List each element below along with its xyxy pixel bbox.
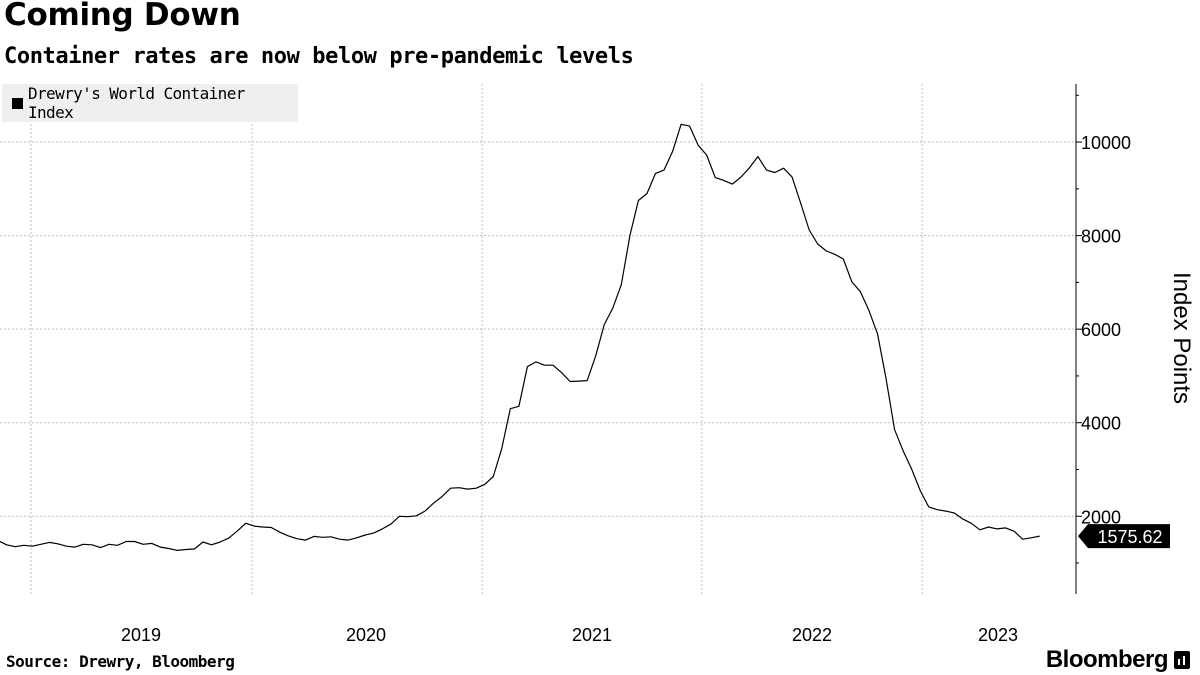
y-tick-label: 10000: [1081, 133, 1131, 153]
chart-title: Coming Down: [4, 0, 241, 33]
y-axis-title: Index Points: [1168, 272, 1195, 404]
legend: Drewry's World Container Index: [2, 84, 298, 122]
x-axis-labels: 2019 2020 2021 2022 2023: [121, 625, 1018, 645]
grid-lines: [0, 84, 1076, 594]
x-tick-label: 2022: [792, 625, 832, 645]
bloomberg-terminal-icon: [1174, 651, 1190, 669]
source-note: Source: Drewry, Bloomberg: [6, 652, 235, 671]
logo-text: Bloomberg: [1045, 646, 1169, 673]
legend-swatch-icon: [12, 97, 23, 109]
y-tick-label: 4000: [1081, 414, 1121, 434]
bloomberg-logo: Bloomberg: [1046, 646, 1190, 674]
legend-label: Drewry's World Container Index: [27, 84, 245, 122]
x-tick-label: 2023: [978, 625, 1018, 645]
last-value-badge-shape: [1078, 524, 1170, 549]
last-value-label: 1575.62: [1097, 527, 1162, 547]
y-axis: 2000 4000 6000 8000 10000 Index Points: [1075, 84, 1195, 594]
chart-subtitle: Container rates are now below pre-pandem…: [4, 44, 634, 69]
series-group: [0, 123, 1040, 551]
y-tick-label: 2000: [1081, 507, 1121, 527]
x-tick-label: 2021: [572, 625, 612, 645]
last-value-badge: 1575.62: [1078, 524, 1170, 549]
y-tick-label: 8000: [1081, 227, 1121, 247]
x-tick-label: 2020: [346, 625, 386, 645]
y-tick-label: 6000: [1081, 320, 1121, 340]
series-line-drewry-wci: [0, 123, 1040, 551]
x-tick-label: 2019: [121, 625, 161, 645]
